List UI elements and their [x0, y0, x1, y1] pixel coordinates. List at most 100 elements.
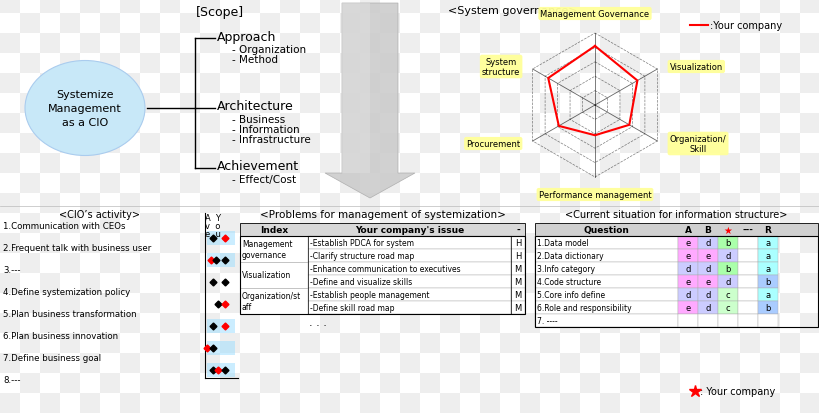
- Bar: [300, 273, 319, 293]
- Bar: [737, 236, 757, 249]
- Bar: [379, 14, 400, 34]
- Bar: [0, 353, 20, 373]
- Bar: [757, 314, 777, 327]
- Bar: [440, 114, 459, 134]
- Bar: [200, 254, 219, 273]
- Bar: [140, 373, 160, 393]
- Bar: [219, 373, 240, 393]
- Bar: [279, 0, 300, 14]
- Bar: [100, 0, 120, 14]
- Bar: [40, 74, 60, 94]
- Bar: [60, 333, 80, 353]
- Bar: [160, 313, 180, 333]
- Bar: [400, 94, 419, 114]
- Bar: [340, 194, 360, 214]
- Bar: [679, 254, 699, 273]
- Bar: [240, 262, 308, 288]
- Bar: [600, 393, 619, 413]
- Bar: [206, 254, 235, 267]
- Bar: [340, 0, 360, 14]
- Bar: [759, 54, 779, 74]
- Bar: [0, 14, 20, 34]
- Bar: [400, 14, 419, 34]
- Bar: [340, 134, 360, 154]
- Bar: [717, 301, 737, 314]
- Bar: [360, 233, 379, 254]
- Bar: [659, 14, 679, 34]
- Bar: [619, 173, 639, 194]
- Text: d: d: [704, 303, 710, 312]
- Bar: [80, 94, 100, 114]
- Bar: [759, 293, 779, 313]
- Bar: [319, 194, 340, 214]
- Bar: [779, 94, 799, 114]
- Bar: [559, 273, 579, 293]
- Bar: [759, 134, 779, 154]
- Text: e: e: [685, 277, 690, 286]
- Bar: [279, 94, 300, 114]
- Bar: [500, 0, 519, 14]
- Bar: [20, 14, 40, 34]
- Bar: [540, 233, 559, 254]
- Bar: [140, 273, 160, 293]
- Bar: [260, 254, 279, 273]
- Bar: [240, 194, 260, 214]
- Bar: [559, 94, 579, 114]
- Bar: [799, 233, 819, 254]
- Bar: [400, 74, 419, 94]
- Bar: [40, 0, 60, 14]
- Text: 6.Role and responsibility: 6.Role and responsibility: [536, 303, 631, 312]
- Bar: [80, 173, 100, 194]
- Bar: [260, 373, 279, 393]
- Bar: [459, 114, 479, 134]
- Bar: [519, 34, 540, 54]
- Text: Architecture: Architecture: [217, 100, 293, 113]
- Bar: [180, 214, 200, 233]
- Bar: [180, 74, 200, 94]
- Bar: [300, 233, 319, 254]
- Text: <System governance>: <System governance>: [447, 6, 577, 16]
- Bar: [260, 94, 279, 114]
- Bar: [80, 353, 100, 373]
- Bar: [519, 353, 540, 373]
- Bar: [799, 74, 819, 94]
- Bar: [400, 373, 419, 393]
- Bar: [240, 254, 260, 273]
- Bar: [534, 223, 817, 236]
- Bar: [579, 353, 600, 373]
- Text: Achievement: Achievement: [217, 160, 299, 173]
- Bar: [60, 134, 80, 154]
- Bar: [659, 54, 679, 74]
- Text: c: c: [725, 290, 730, 299]
- Bar: [440, 254, 459, 273]
- Bar: [659, 114, 679, 134]
- Bar: [379, 154, 400, 173]
- Bar: [717, 236, 737, 249]
- Bar: [479, 313, 500, 333]
- Bar: [500, 313, 519, 333]
- Bar: [319, 293, 340, 313]
- Bar: [180, 233, 200, 254]
- Bar: [160, 94, 180, 114]
- Bar: [120, 353, 140, 373]
- Text: 5.Plan business transformation: 5.Plan business transformation: [3, 309, 137, 318]
- Text: <CIO’s activity>: <CIO’s activity>: [60, 209, 140, 219]
- Bar: [100, 373, 120, 393]
- Bar: [699, 333, 719, 353]
- Bar: [160, 233, 180, 254]
- Bar: [140, 333, 160, 353]
- Bar: [60, 393, 80, 413]
- Bar: [100, 34, 120, 54]
- Bar: [419, 393, 440, 413]
- Bar: [719, 114, 739, 134]
- Bar: [379, 293, 400, 313]
- Bar: [279, 214, 300, 233]
- Text: [Scope]: [Scope]: [196, 6, 244, 19]
- Bar: [719, 194, 739, 214]
- Text: e  u: e u: [205, 230, 220, 238]
- Bar: [799, 313, 819, 333]
- Bar: [340, 393, 360, 413]
- Bar: [559, 14, 579, 34]
- Text: e: e: [685, 238, 690, 247]
- Bar: [719, 214, 739, 233]
